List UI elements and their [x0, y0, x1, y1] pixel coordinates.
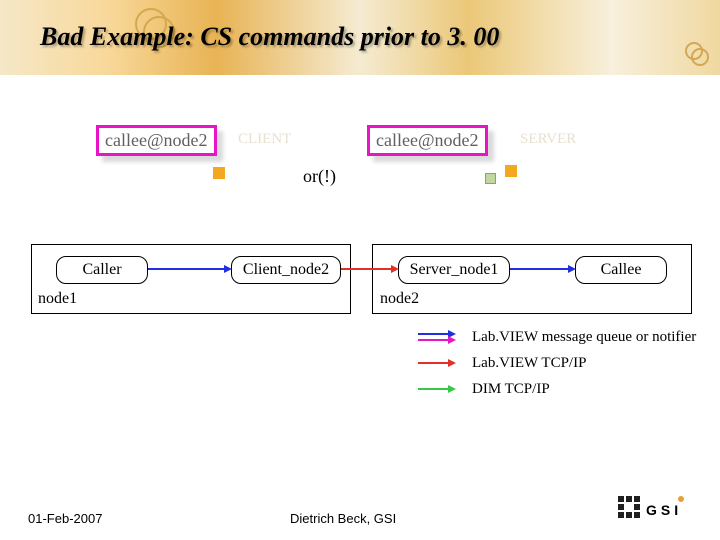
arrow-client-server — [341, 268, 391, 270]
legend-row-labview-tcp: Lab.VIEW TCP/IP — [418, 354, 696, 372]
square-icon — [213, 167, 225, 179]
arrowhead-icon — [224, 265, 232, 273]
footer: 01-Feb-2007 Dietrich Beck, GSI GSI — [0, 504, 720, 526]
square-icon — [485, 173, 496, 184]
callee-label-left: callee@node2 — [96, 125, 217, 156]
caller-box: Caller — [56, 256, 148, 284]
arrow-caller-client — [148, 268, 224, 270]
node1-label: node1 — [38, 290, 77, 308]
callee-box: Callee — [575, 256, 667, 284]
client-box: Client_node2 — [231, 256, 341, 284]
gsi-logo-text: GSI — [646, 502, 682, 518]
faded-server-label: SERVER — [520, 131, 576, 148]
callee-label-right: callee@node2 — [367, 125, 488, 156]
arrowhead-icon — [568, 265, 576, 273]
arrowhead-icon — [391, 265, 399, 273]
legend-queue-label: Lab.VIEW message queue or notifier — [472, 329, 696, 346]
legend-row-dim-tcp: DIM TCP/IP — [418, 380, 696, 398]
legend-dim-label: DIM TCP/IP — [472, 381, 550, 398]
faded-client-label: CLIENT — [238, 131, 291, 148]
arrow-server-callee — [510, 268, 568, 270]
server-box: Server_node1 — [398, 256, 510, 284]
legend-row-queue: Lab.VIEW message queue or notifier — [418, 328, 696, 346]
footer-author: Dietrich Beck, GSI — [290, 511, 396, 526]
or-text: or(!) — [303, 166, 336, 187]
footer-date: 01-Feb-2007 — [28, 511, 102, 526]
square-icon — [505, 165, 517, 177]
node2-label: node2 — [380, 290, 419, 308]
legend-labview-label: Lab.VIEW TCP/IP — [472, 355, 586, 372]
gsi-logo: GSI — [618, 496, 692, 516]
slide-title: Bad Example: CS commands prior to 3. 00 — [40, 22, 499, 52]
legend: Lab.VIEW message queue or notifier Lab.V… — [418, 328, 696, 406]
